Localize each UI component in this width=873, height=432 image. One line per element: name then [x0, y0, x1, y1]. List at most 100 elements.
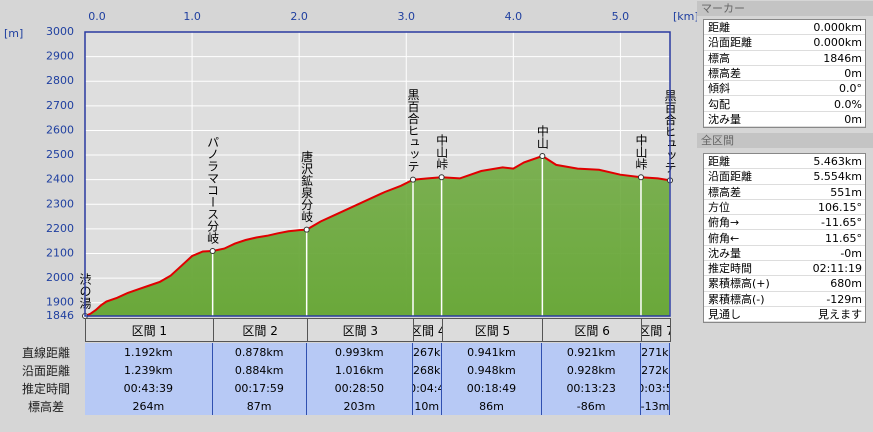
section-value: 86m	[441, 397, 543, 415]
section-value: 0.271km	[640, 343, 670, 361]
y-tick-label: 2100	[46, 246, 74, 259]
panel-row: 累積標高(-) -129m	[704, 292, 865, 307]
panel-row: 俯角← 11.65°	[704, 231, 865, 246]
y-tick-label: 2200	[46, 222, 74, 235]
panel-label: 沈み量	[708, 112, 741, 126]
waypoint-label: 中山峠	[435, 133, 449, 170]
section-value: 00:28:50	[306, 379, 413, 397]
row-label: 標高差	[27, 399, 64, 414]
y-tick-label: 2900	[46, 50, 74, 63]
panel-label: 見通し	[708, 308, 741, 321]
x-tick-label: 5.0	[612, 10, 630, 23]
panel-row: 沈み量 -0m	[704, 246, 865, 262]
panel-label: 累積標高(+)	[708, 277, 770, 291]
section-value: 00:17:59	[212, 379, 307, 397]
panel-label: 累積標高(-)	[708, 292, 765, 306]
waypoint-marker	[637, 174, 644, 181]
panel-value: 5.554km	[813, 170, 862, 184]
panel-row: 方位 106.15°	[704, 200, 865, 216]
waypoint-marker	[303, 226, 310, 233]
panel-value: 見えます	[818, 308, 862, 321]
section-value: 0.948km	[441, 361, 543, 379]
panel-title: マーカー	[697, 1, 873, 16]
section-value: 1.016km	[306, 361, 413, 379]
panel-label: 標高差	[708, 66, 741, 80]
y-tick-label: 1900	[46, 296, 74, 309]
y-tick-label: 2500	[46, 148, 74, 161]
panel-row: 標高差 0m	[704, 66, 865, 82]
panel-value: 0.0°	[839, 82, 862, 96]
y-tick-label: 2300	[46, 197, 74, 210]
section-value: 0.941km	[441, 343, 543, 361]
section-value: 0.993km	[306, 343, 413, 361]
row-label: 沿面距離	[21, 363, 70, 378]
section-header: 区間 6	[542, 318, 642, 342]
panel-value: 0.000km	[813, 36, 862, 50]
section-value: 0.268km	[412, 361, 442, 379]
x-tick-label: 2.0	[290, 10, 308, 23]
section-value: 0.928km	[542, 361, 641, 379]
section-value: 203m	[306, 397, 413, 415]
panel-row: 距離 5.463km	[704, 154, 865, 170]
waypoint-label: 唐沢鉱泉分岐	[300, 149, 314, 222]
panel-value: 106.15°	[818, 200, 862, 214]
waypoint-label: 中山	[535, 124, 549, 149]
section-header: 区間 4	[412, 318, 443, 342]
section-header: 区間 2	[212, 318, 308, 342]
section-value: 00:04:45	[412, 379, 442, 397]
panel-row: 沿面距離 5.554km	[704, 169, 865, 185]
panel-label: 標高差	[708, 185, 741, 199]
profile-area	[85, 156, 670, 316]
waypoint-marker	[539, 153, 546, 160]
plot-border	[84, 31, 671, 317]
waypoint-label: 中山峠	[634, 133, 648, 170]
section-value: 0.267km	[412, 343, 442, 361]
row-label: 直線距離	[21, 345, 70, 360]
panel-row: 傾斜 0.0°	[704, 81, 865, 97]
panel-label: 標高	[708, 51, 730, 65]
info-panel: マーカー 距離 0.000km 沿面距離 0.000km 標高 1846m 標高差 0m 傾斜 0.…	[697, 0, 873, 432]
section-header: 区間 7	[640, 318, 671, 342]
y-tick-label: 2400	[46, 173, 74, 186]
section-header: 区間 1	[85, 318, 214, 342]
section-value: -86m	[542, 397, 641, 415]
section-value: 0.272km	[640, 361, 670, 379]
section-value: -13m	[640, 397, 670, 415]
section-value: 00:43:39	[85, 379, 213, 397]
section-header: 区間 3	[306, 318, 414, 342]
y-unit: [m]	[4, 27, 23, 40]
panel-box: 距離 5.463km 沿面距離 5.554km 標高差 551m 方位 106.15° 俯角→ -…	[703, 153, 866, 324]
x-tick-label: 1.0	[183, 10, 201, 23]
section-value: 00:13:23	[542, 379, 641, 397]
section-value: 0.921km	[542, 343, 641, 361]
panel-row: 推定時間 02:11:19	[704, 261, 865, 277]
waypoint-marker	[209, 248, 216, 255]
panel-box: 距離 0.000km 沿面距離 0.000km 標高 1846m 標高差 0m 傾斜 0.0° 勾配…	[703, 19, 866, 129]
section-value: 10m	[412, 397, 442, 415]
panel-label: 方位	[708, 200, 730, 214]
waypoint-label: パノラマコース分岐	[206, 136, 220, 244]
panel-value: 1846m	[823, 51, 862, 65]
y-tick-label: 2800	[46, 74, 74, 87]
section-value: 1.239km	[85, 361, 213, 379]
y-tick-label: 2000	[46, 271, 74, 284]
panel-row: 累積標高(+) 680m	[704, 276, 865, 292]
waypoint-marker	[438, 174, 445, 181]
panel-value: -129m	[826, 292, 862, 306]
panel-label: 距離	[708, 21, 730, 34]
panel-value: 02:11:19	[812, 262, 862, 276]
panel-label: 沈み量	[708, 246, 741, 260]
x-tick-label: 3.0	[398, 10, 416, 23]
y-tick-label: 2700	[46, 99, 74, 112]
y-tick-label: 3000	[46, 25, 74, 38]
panel-row: 距離 0.000km	[704, 20, 865, 36]
profile-line	[84, 154, 671, 317]
panel-label: 俯角→	[708, 216, 740, 230]
panel-label: 距離	[708, 155, 730, 168]
panel-value: 5.463km	[813, 155, 862, 168]
panel-row: 沿面距離 0.000km	[704, 35, 865, 51]
panel-row: 見通し 見えます	[704, 307, 865, 323]
waypoint-marker	[409, 176, 416, 183]
